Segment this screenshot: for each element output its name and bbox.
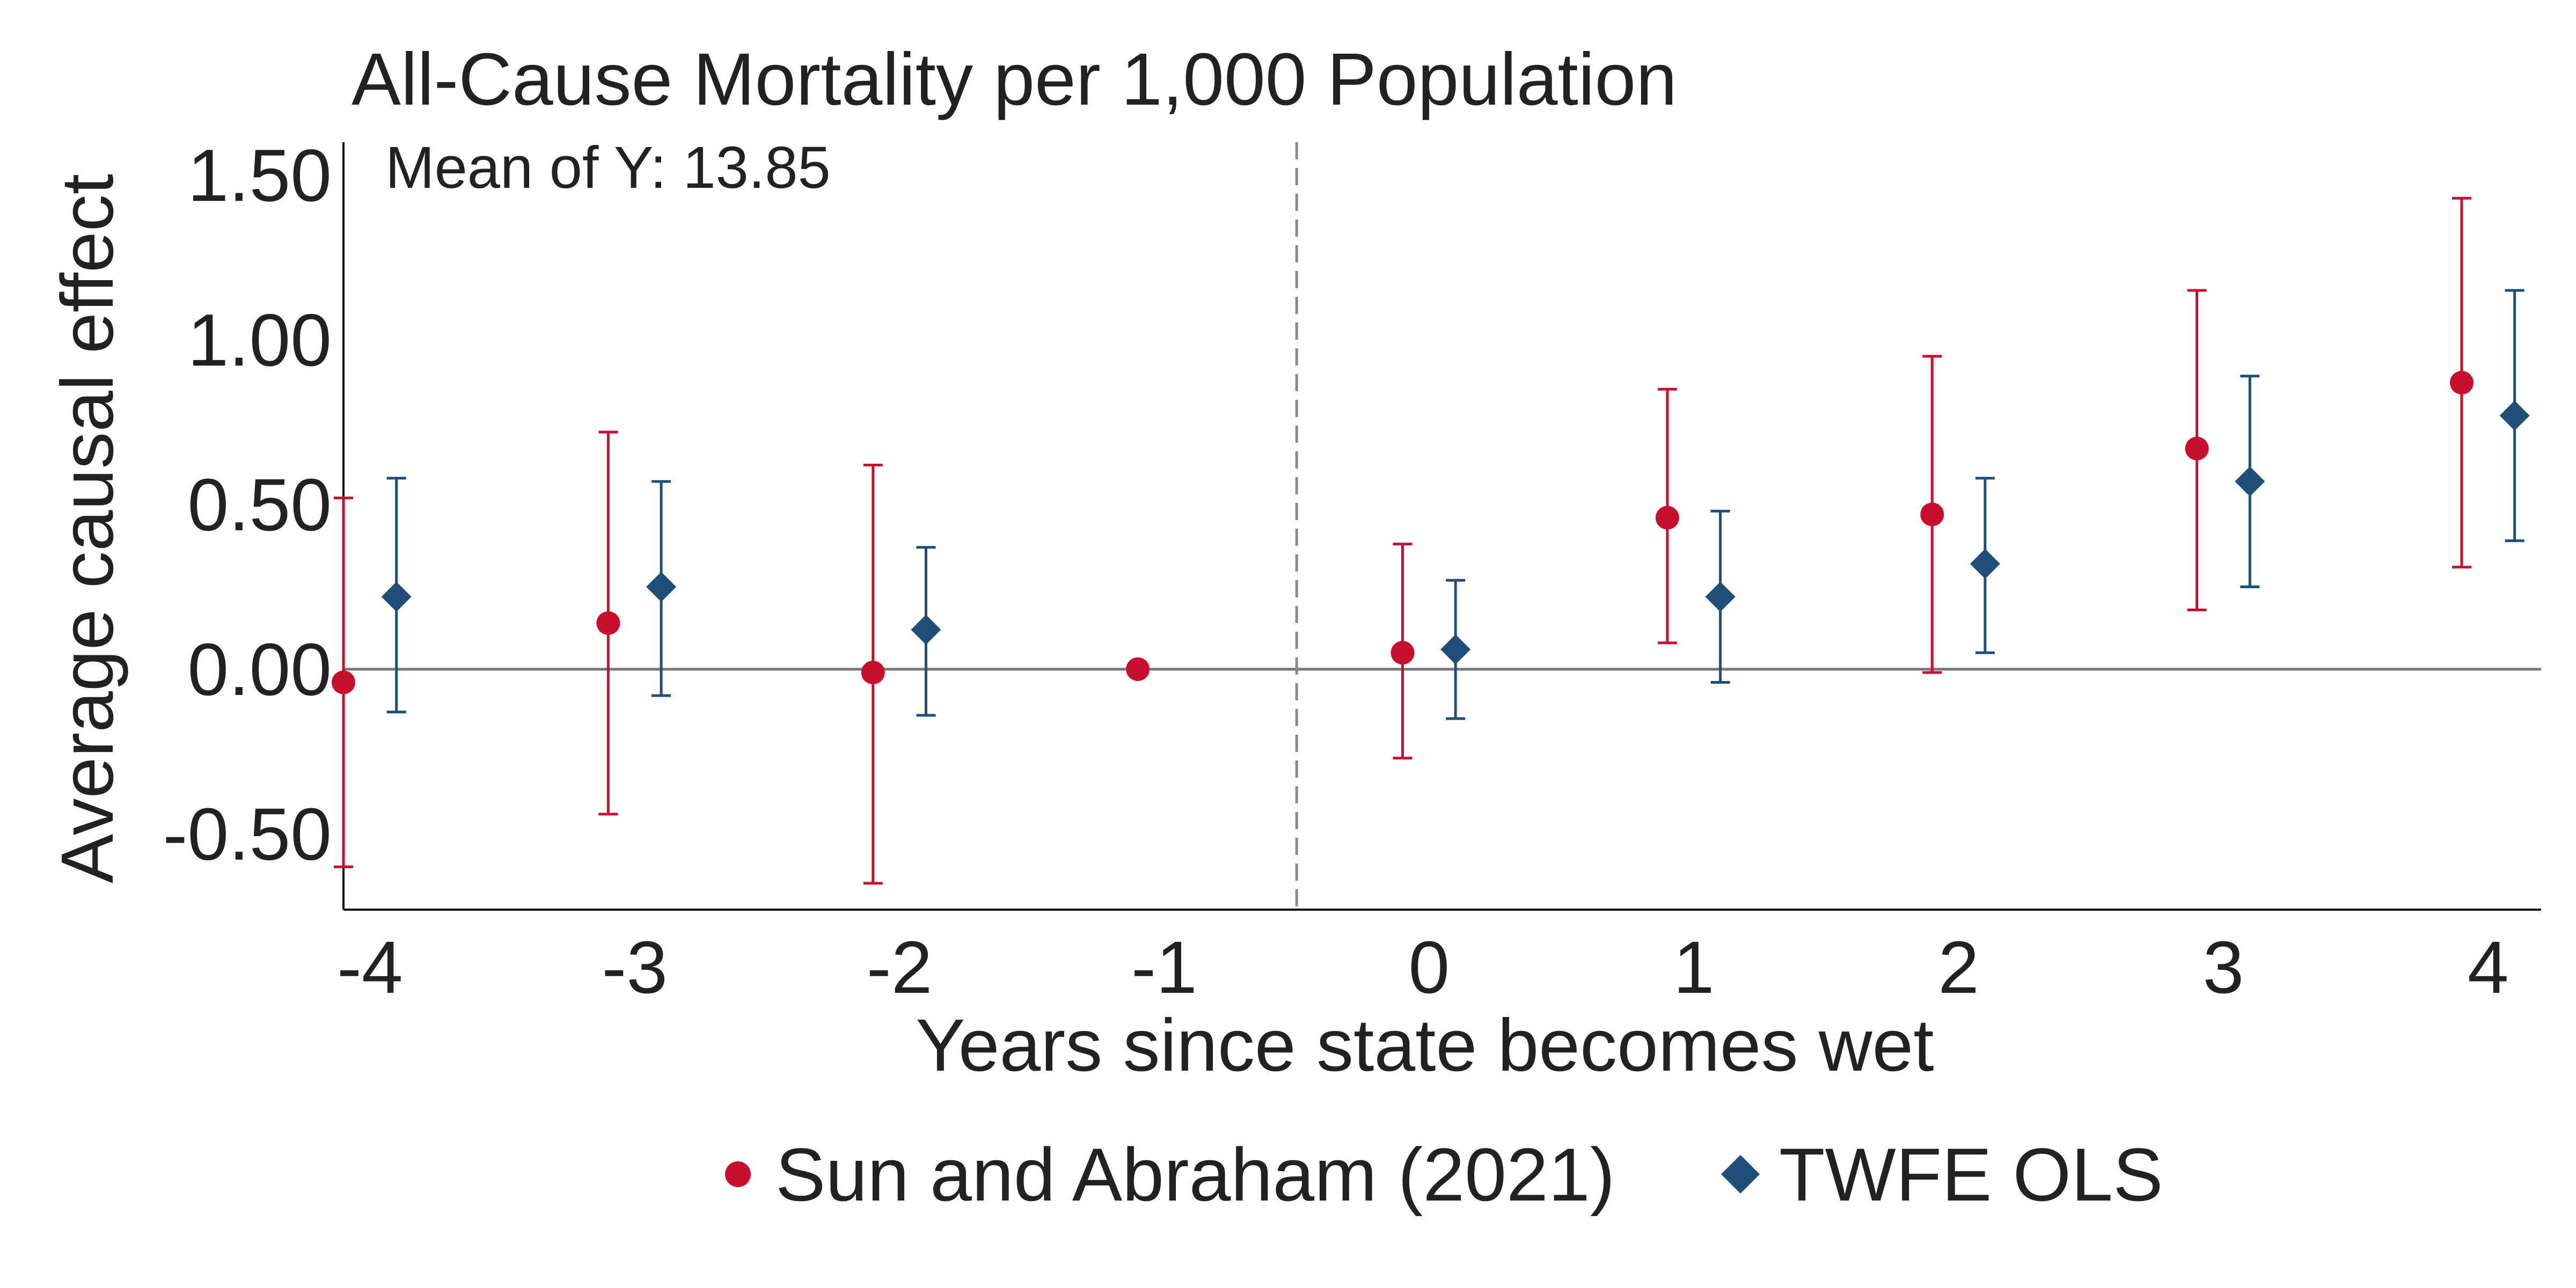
x-tick-label: 1 bbox=[1673, 926, 1715, 1009]
x-tick-label: 4 bbox=[2468, 926, 2509, 1009]
legend-marker-sun-abraham bbox=[725, 1161, 751, 1187]
point-twfe bbox=[1705, 581, 1736, 612]
x-tick-label: -1 bbox=[1131, 926, 1197, 1009]
x-tick-label: 3 bbox=[2203, 926, 2244, 1009]
point-twfe bbox=[1440, 634, 1471, 665]
y-tick-label: 1.00 bbox=[187, 299, 332, 382]
plot-area: 1.50 1.00 0.50 0.00 -0.50-4 -3 -2 -1 0 1 2 3 4 bbox=[163, 134, 2541, 1009]
point-sun-abraham bbox=[2449, 371, 2473, 395]
point-sun-abraham bbox=[1126, 657, 1150, 681]
point-sun-abraham bbox=[861, 661, 885, 685]
legend-label-twfe: TWFE OLS bbox=[1779, 1132, 2163, 1217]
point-twfe bbox=[911, 614, 941, 645]
x-tick-label: 2 bbox=[1938, 926, 1979, 1009]
point-sun-abraham bbox=[1655, 506, 1679, 530]
point-twfe bbox=[1970, 548, 2000, 579]
point-sun-abraham bbox=[1920, 502, 1944, 526]
legend-marker-twfe bbox=[1721, 1155, 1760, 1194]
legend: Sun and Abraham (2021) TWFE OLS bbox=[725, 1132, 2163, 1217]
mean-annotation: Mean of Y: 13.85 bbox=[385, 135, 831, 201]
legend-label-sun-abraham: Sun and Abraham (2021) bbox=[775, 1132, 1615, 1217]
y-tick-label: -0.50 bbox=[163, 793, 332, 876]
point-sun-abraham bbox=[332, 670, 355, 694]
x-tick-label: -3 bbox=[602, 926, 668, 1009]
y-axis-label: Average causal effect bbox=[46, 174, 129, 883]
point-sun-abraham bbox=[2185, 436, 2209, 460]
x-tick-label: -4 bbox=[337, 926, 403, 1009]
point-sun-abraham bbox=[596, 611, 620, 635]
x-tick-label: -2 bbox=[867, 926, 933, 1009]
y-tick-label: 0.50 bbox=[187, 464, 332, 546]
x-tick-label: 0 bbox=[1408, 926, 1450, 1009]
point-twfe bbox=[381, 581, 412, 612]
point-sun-abraham bbox=[1391, 641, 1415, 665]
chart-title: All-Cause Mortality per 1,000 Population bbox=[352, 38, 1677, 121]
y-tick-label: 1.50 bbox=[187, 134, 332, 217]
point-twfe bbox=[646, 572, 677, 602]
point-twfe bbox=[2235, 466, 2265, 497]
x-axis-label: Years since state becomes wet bbox=[916, 1004, 1934, 1087]
point-twfe bbox=[2499, 400, 2530, 431]
y-tick-label: 0.00 bbox=[187, 628, 332, 711]
